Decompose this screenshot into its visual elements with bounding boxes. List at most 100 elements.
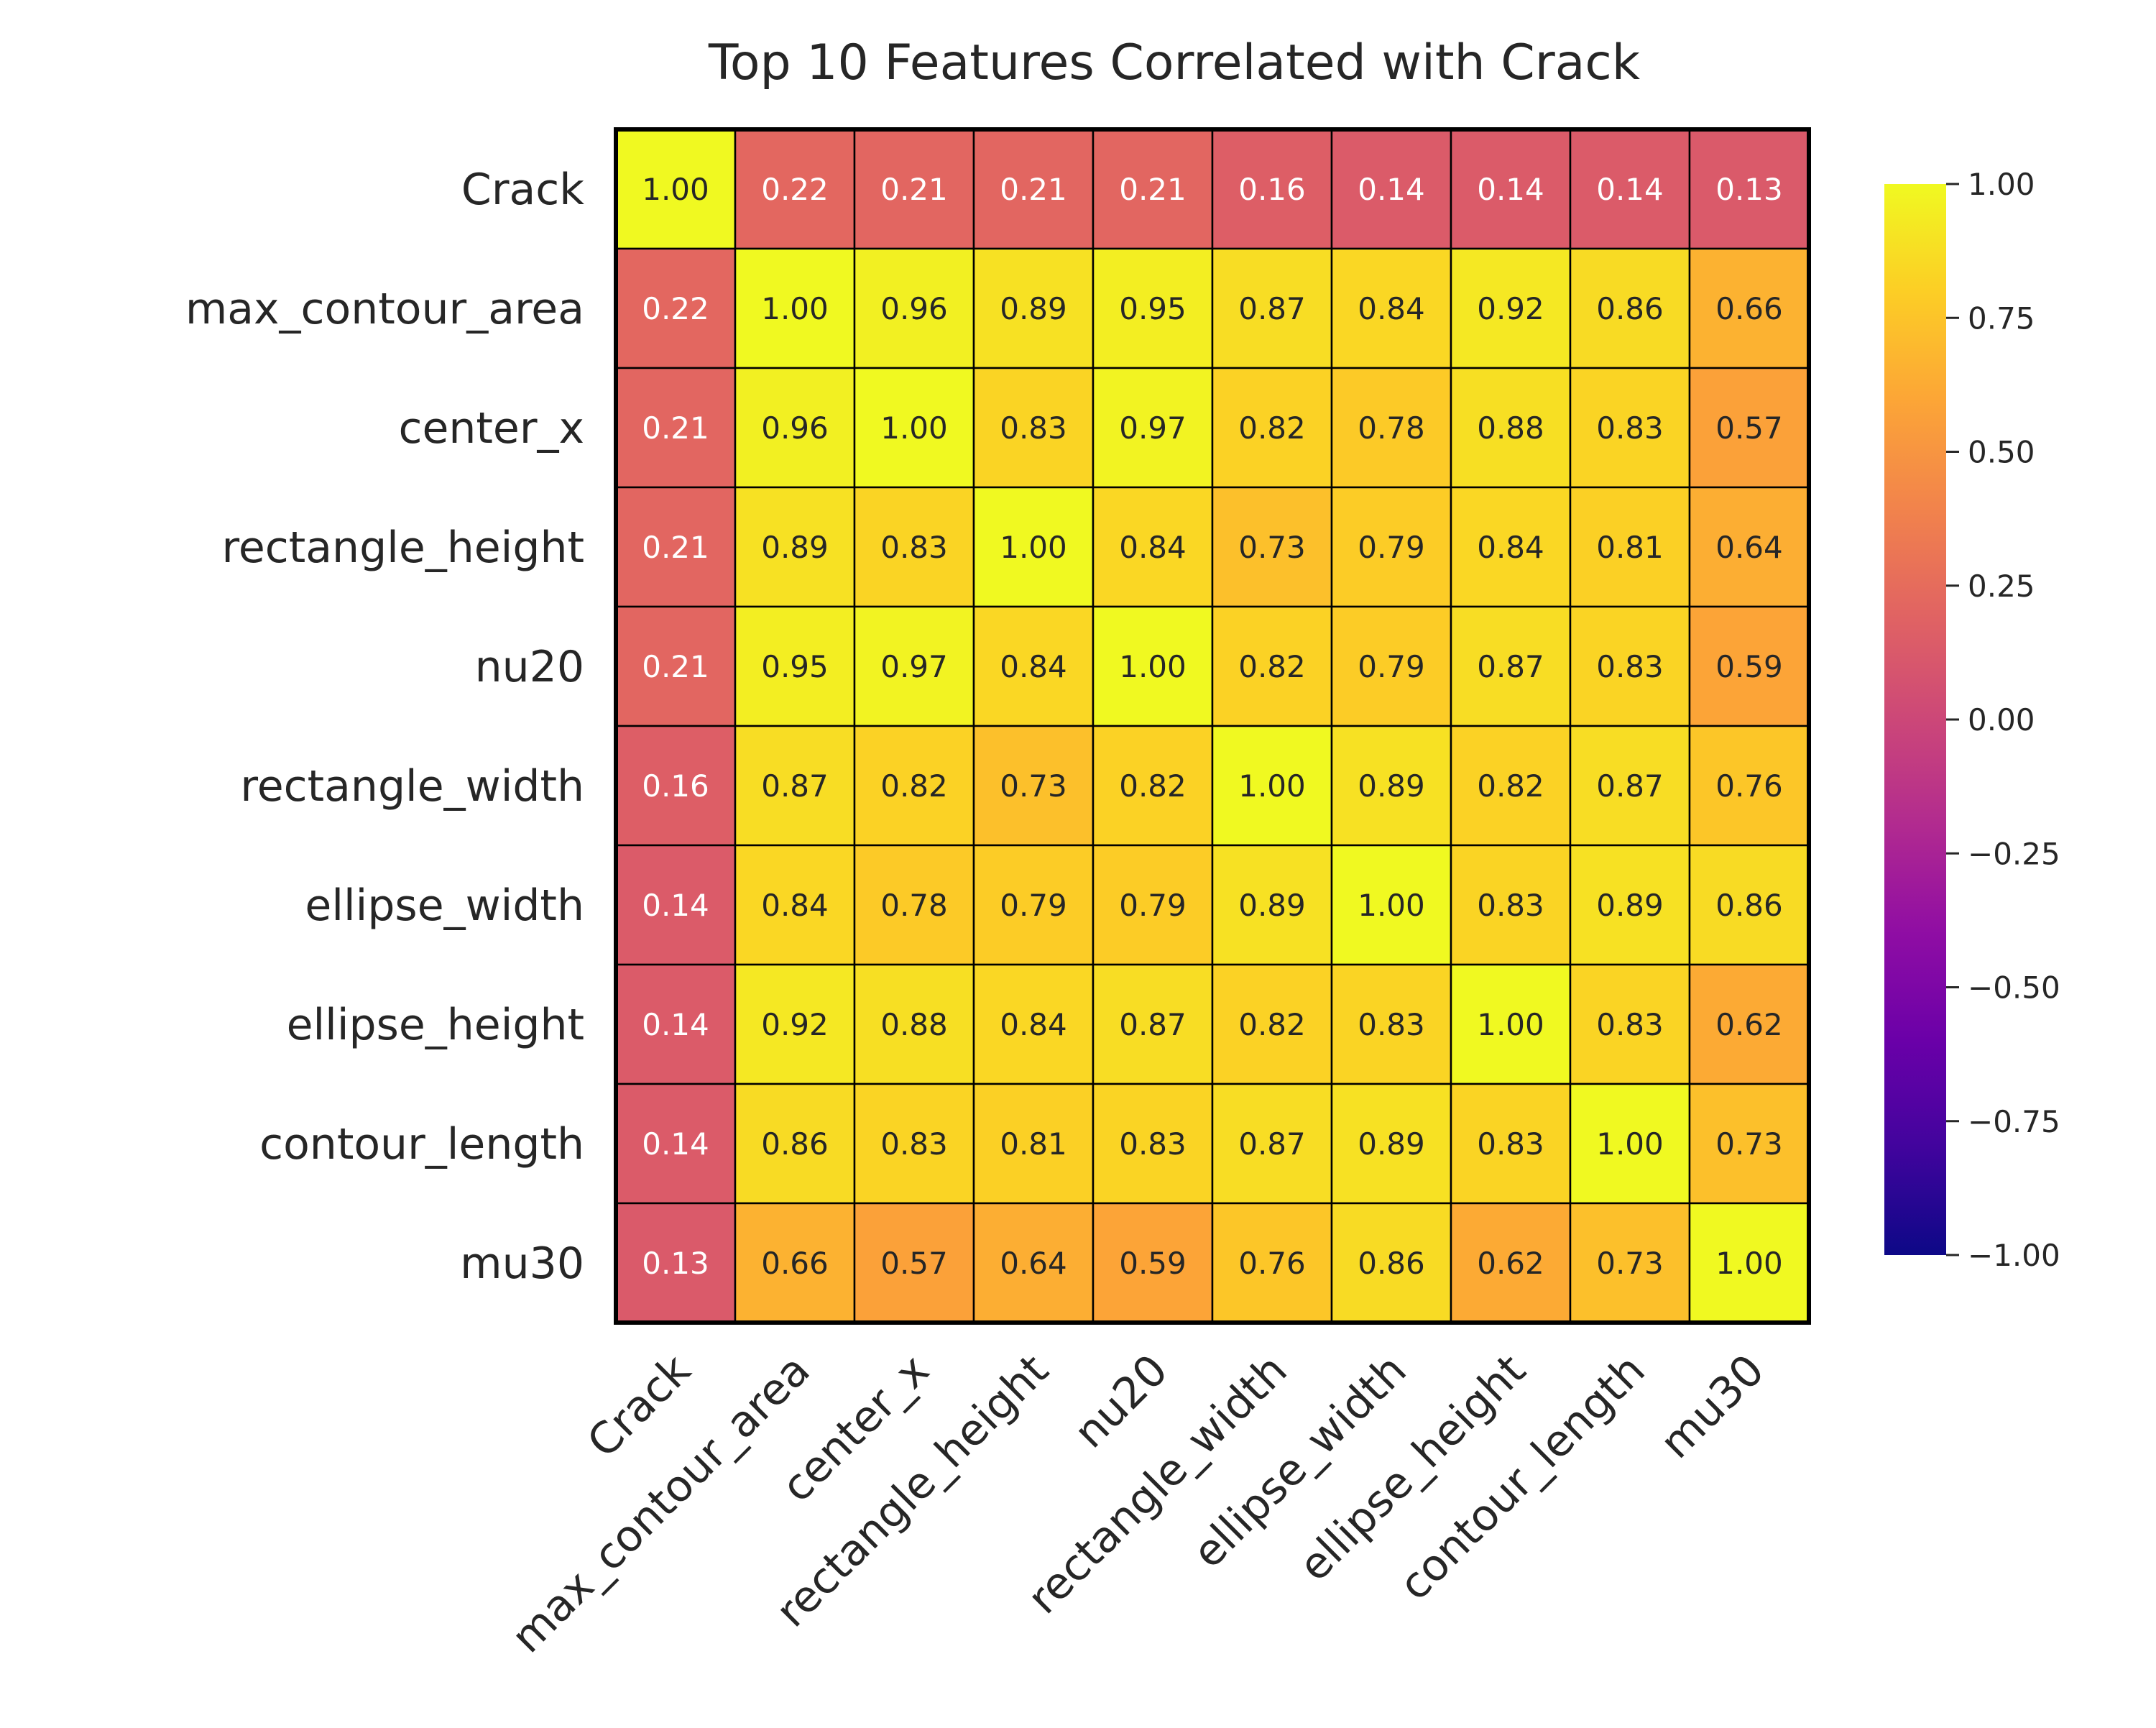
cell-value-label: 0.84: [1358, 291, 1425, 326]
cell-value-label: 0.95: [761, 649, 829, 684]
heatmap-cell-2-4: [1092, 367, 1214, 489]
cell-value-label: 1.00: [761, 291, 829, 326]
heatmap-cell-1-9: [1688, 247, 1810, 369]
heatmap-cell-4-7: [1450, 605, 1572, 727]
cell-value-label: 0.83: [880, 1126, 948, 1162]
cell-value-label: 0.82: [1238, 649, 1306, 684]
heatmap-cell-3-6: [1330, 486, 1452, 608]
cell-value-label: 0.82: [1119, 768, 1187, 804]
cell-value-label: 0.78: [1358, 410, 1425, 446]
heatmap-cell-8-1: [734, 1083, 856, 1205]
heatmap-cell-6-3: [972, 844, 1095, 966]
heatmap-cell-7-8: [1569, 963, 1691, 1085]
heatmap-cell-4-9: [1688, 605, 1810, 727]
cell-value-label: 0.82: [880, 768, 948, 804]
cell-value-label: 0.83: [1000, 410, 1067, 446]
cell-value-label: 0.76: [1715, 768, 1783, 804]
cell-value-label: 0.96: [880, 291, 948, 326]
cell-value-label: 0.64: [1715, 530, 1783, 565]
cell-value-label: 0.97: [880, 649, 948, 684]
cell-value-label: 0.83: [1477, 888, 1544, 923]
y-tick-label: center_x: [398, 403, 584, 454]
colorbar-tick-label: 0.75: [1968, 300, 2035, 336]
cell-value-label: 0.13: [642, 1246, 709, 1281]
cell-value-label: 1.00: [1596, 1126, 1664, 1162]
heatmap-cell-3-0: [614, 486, 737, 608]
cell-value-label: 0.92: [761, 1007, 829, 1042]
heatmap-cell-4-5: [1211, 605, 1333, 727]
cell-value-label: 0.57: [880, 1246, 948, 1281]
cell-value-label: 0.73: [1000, 768, 1067, 804]
cell-value-label: 0.88: [1477, 410, 1544, 446]
cell-value-label: 0.86: [1715, 888, 1783, 923]
cell-value-label: 0.86: [761, 1126, 829, 1162]
y-tick-label: contour_length: [259, 1119, 584, 1169]
heatmap-cell-7-6: [1330, 963, 1452, 1085]
heatmap-cell-0-1: [734, 128, 856, 250]
cell-value-label: 0.81: [1000, 1126, 1067, 1162]
heatmap-cell-6-8: [1569, 844, 1691, 966]
heatmap-cell-1-8: [1569, 247, 1691, 369]
heatmap-cell-1-7: [1450, 247, 1572, 369]
cell-value-label: 0.83: [1119, 1126, 1187, 1162]
cell-value-label: 0.89: [1238, 888, 1306, 923]
cell-value-label: 0.87: [1596, 768, 1664, 804]
chart-title: Top 10 Features Correlated with Crack: [708, 35, 1641, 91]
heatmap-cell-8-2: [853, 1083, 975, 1205]
cell-value-label: 1.00: [1715, 1246, 1783, 1281]
heatmap-cell-9-3: [972, 1202, 1095, 1324]
heatmap-cell-8-3: [972, 1083, 1095, 1205]
heatmap-cell-9-0: [614, 1202, 737, 1324]
y-axis-tick-labels: Crack max_contour_area center_x rectangle_h…: [185, 165, 584, 1289]
cell-value-label: 0.66: [761, 1246, 829, 1281]
y-tick-label: Crack: [461, 165, 584, 215]
cell-value-label: 0.88: [880, 1007, 948, 1042]
heatmap-cell-7-4: [1092, 963, 1214, 1085]
heatmap-cell-2-6: [1330, 367, 1452, 489]
cell-value-label: 0.84: [761, 888, 829, 923]
cell-value-label: 0.89: [761, 530, 829, 565]
cell-value-label: 0.84: [1477, 530, 1544, 565]
heatmap-cell-5-4: [1092, 725, 1214, 847]
heatmap-cell-2-7: [1450, 367, 1572, 489]
cell-value-label: 0.73: [1238, 530, 1306, 565]
heatmap-cell-9-4: [1092, 1202, 1214, 1324]
cell-value-label: 0.87: [1238, 1126, 1306, 1162]
cell-value-label: 0.59: [1119, 1246, 1187, 1281]
cell-value-label: 0.62: [1715, 1007, 1783, 1042]
cell-value-label: 0.82: [1238, 1007, 1306, 1042]
cell-value-label: 1.00: [1238, 768, 1306, 804]
cell-value-label: 0.14: [642, 1007, 709, 1042]
cell-value-label: 0.89: [1358, 768, 1425, 804]
cell-value-label: 0.86: [1596, 291, 1664, 326]
cell-value-label: 0.87: [1477, 649, 1544, 684]
cell-value-label: 0.83: [1477, 1126, 1544, 1162]
cell-value-label: 1.00: [880, 410, 948, 446]
heatmap-cell-6-6: [1330, 844, 1452, 966]
cell-value-label: 0.16: [642, 768, 709, 804]
cell-value-label: 0.95: [1119, 291, 1187, 326]
cell-value-label: 0.16: [1238, 172, 1306, 207]
cell-value-label: 0.22: [761, 172, 829, 207]
cell-value-label: 0.81: [1596, 530, 1664, 565]
cell-value-label: 0.14: [642, 888, 709, 923]
cell-value-label: 0.89: [1000, 291, 1067, 326]
cell-value-label: 0.59: [1715, 649, 1783, 684]
heatmap-frame: [614, 127, 1811, 1325]
cell-value-label: 0.14: [642, 1126, 709, 1162]
cell-value-label: 1.00: [642, 172, 709, 207]
cell-value-label: 1.00: [1119, 649, 1187, 684]
cell-value-label: 0.79: [1000, 888, 1067, 923]
heatmap-cell-3-9: [1688, 486, 1810, 608]
heatmap-cell-9-8: [1569, 1202, 1691, 1324]
colorbar-tick-label: 0.25: [1968, 569, 2035, 604]
heatmap-cells: [614, 128, 1810, 1324]
cell-value-label: 0.62: [1477, 1246, 1544, 1281]
cell-value-label: 0.83: [1596, 410, 1664, 446]
heatmap-cell-6-9: [1688, 844, 1810, 966]
heatmap-cell-8-6: [1330, 1083, 1452, 1205]
cell-value-label: 0.14: [1358, 172, 1425, 207]
cell-value-label: 0.21: [642, 649, 709, 684]
heatmap-cell-7-1: [734, 963, 856, 1085]
